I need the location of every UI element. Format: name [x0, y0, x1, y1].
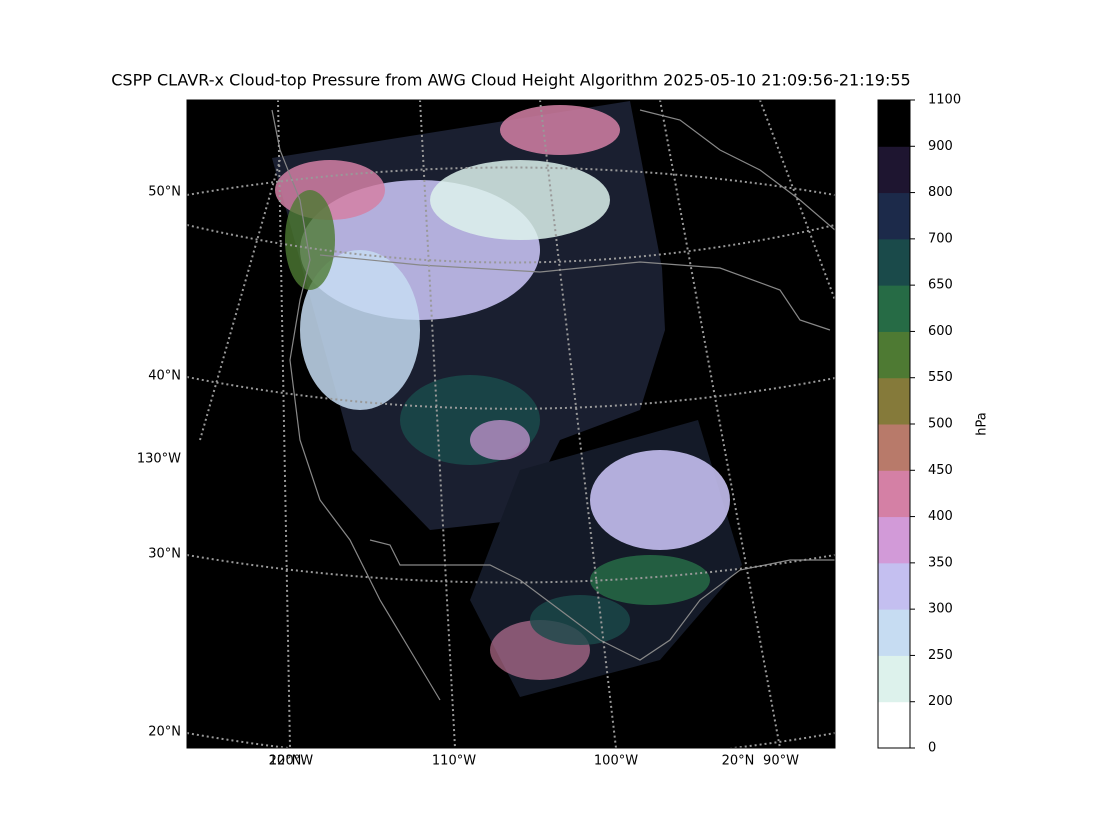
- colorbar-tick-label: 600: [928, 324, 953, 339]
- colorbar-tick-label: 0: [928, 741, 936, 756]
- coastline: [639, 109, 835, 231]
- colorbar-tick-label: 550: [928, 370, 953, 385]
- cloud: [500, 105, 620, 155]
- colorbar-segment: [878, 655, 910, 703]
- colorbar-segment: [878, 285, 910, 332]
- cloud: [300, 250, 420, 410]
- colorbar-tick-label: 200: [928, 694, 953, 709]
- cloud: [590, 450, 730, 550]
- lat-label: 50°N: [148, 185, 181, 200]
- graticule: [187, 376, 835, 410]
- cloud: [530, 595, 630, 645]
- graticule: [199, 159, 281, 441]
- lon-label: 100°W: [594, 754, 638, 769]
- graticule: [759, 100, 835, 301]
- colorbar-tick-label: 250: [928, 648, 953, 663]
- lat-label: 130°W: [137, 452, 181, 467]
- graticule: [187, 554, 835, 584]
- lon-label: 20°N: [269, 754, 302, 769]
- cloud: [590, 555, 710, 605]
- colorbar-segment: [878, 562, 910, 610]
- map: [187, 100, 835, 748]
- lon-label: 120°W: [269, 754, 313, 769]
- graticule: [277, 100, 291, 748]
- colorbar-label: hPa: [975, 412, 990, 435]
- colorbar-segment: [878, 100, 910, 147]
- colorbar-segment: [878, 470, 910, 518]
- colorbar-segment: [878, 192, 910, 240]
- lat-label: 40°N: [148, 369, 181, 384]
- colorbar-segment: [878, 377, 910, 425]
- colorbar-segment: [878, 516, 910, 564]
- lon-label: 20°N: [722, 754, 755, 769]
- cloud: [430, 160, 610, 240]
- colorbar-tick-label: 700: [928, 231, 953, 246]
- colorbar-segment: [878, 424, 910, 471]
- colorbar: 0 200 250 300 350 400 450 500 550 600 650 700 800 900…: [877, 93, 961, 756]
- colorbar-tick-label: 300: [928, 602, 953, 617]
- map-frame: [186, 99, 836, 749]
- lat-label: 20°N: [148, 725, 181, 740]
- title: CSPP CLAVR-x Cloud-top Pressure from AWG…: [111, 71, 910, 90]
- coastline: [271, 109, 441, 701]
- colorbar-segment: [878, 146, 910, 194]
- colorbar-segment: [878, 238, 910, 286]
- colorbar-segment: [878, 609, 910, 656]
- graticule: [419, 100, 456, 748]
- colorbar-tick-label: 1100: [928, 93, 961, 108]
- lon-label: 110°W: [432, 754, 476, 769]
- border: [319, 254, 831, 331]
- colorbar-tick-label: 900: [928, 139, 953, 154]
- colorbar-tick-label: 650: [928, 278, 953, 293]
- cloud: [285, 190, 335, 290]
- colorbar-tick-label: 450: [928, 463, 953, 478]
- colorbar-tick-label: 400: [928, 509, 953, 524]
- colorbar-tick-label: 500: [928, 417, 953, 432]
- lon-label: 90°W: [763, 754, 799, 769]
- lat-label: 30°N: [148, 547, 181, 562]
- graticule: [187, 166, 835, 196]
- colorbar-segment: [878, 701, 910, 749]
- graticule: [187, 224, 835, 264]
- graticule: [539, 100, 617, 748]
- colorbar-tick-label: 800: [928, 185, 953, 200]
- cloud: [470, 420, 530, 460]
- border: [369, 539, 835, 661]
- colorbar-segment: [878, 331, 910, 379]
- colorbar-tick-label: 350: [928, 555, 953, 570]
